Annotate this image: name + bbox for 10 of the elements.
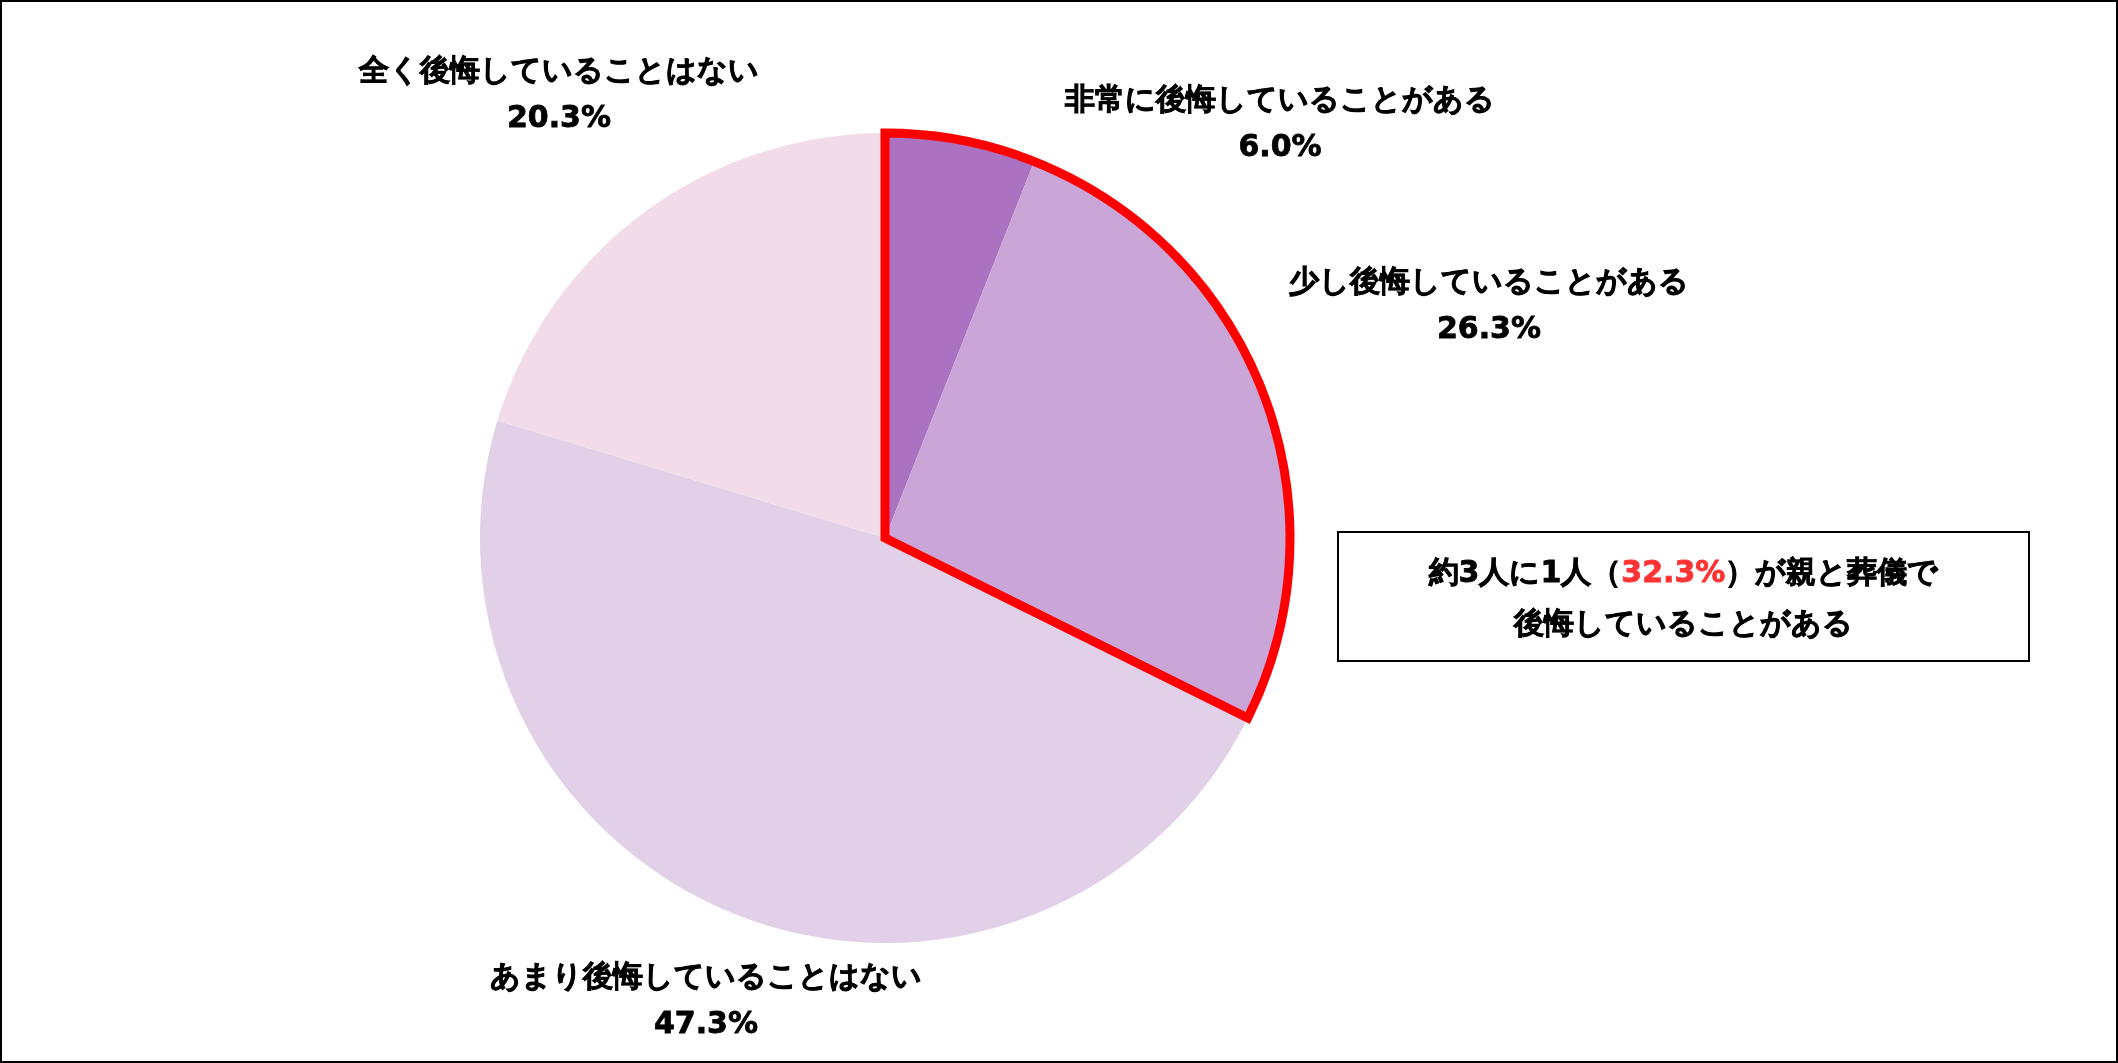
slice-label: 少し後悔していることがある: [1289, 262, 1689, 298]
data-label: 47.3%: [653, 1004, 759, 1040]
pie-slice: [480, 420, 1248, 943]
slice-label: あまり後悔していることはない: [490, 957, 922, 993]
slice-label: 全く後悔していることはない: [358, 51, 759, 87]
callout-box: 約3人に1人（32.3%）が親と葬儀で 後悔していることがある: [1337, 531, 2030, 662]
slice-label: 非常に後悔していることがある: [1064, 80, 1495, 116]
data-label: 6.0%: [1238, 127, 1322, 163]
data-label: 26.3%: [1436, 309, 1542, 345]
data-label: 20.3%: [506, 98, 612, 134]
